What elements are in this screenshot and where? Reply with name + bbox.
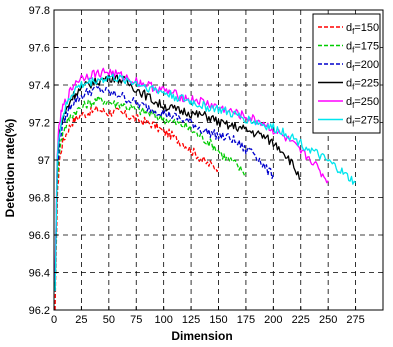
y-tick-label: 96.2 xyxy=(29,305,50,317)
x-tick-label: 125 xyxy=(182,314,200,326)
series-layer xyxy=(54,67,357,311)
x-tick-label: 50 xyxy=(103,314,115,326)
y-axis-label: Detection rate(%) xyxy=(3,119,17,218)
y-axis: 96.2 96.4 96.6 96.8 97 97.2 97.4 97.6 97.8 xyxy=(29,5,58,317)
series-line xyxy=(54,95,247,292)
y-tick-label: 97.2 xyxy=(29,118,50,130)
x-tick-label: 150 xyxy=(209,314,227,326)
x-tick-label: 250 xyxy=(319,314,337,326)
legend-label: df=225 xyxy=(346,78,379,92)
legend-label: df=250 xyxy=(346,96,379,110)
x-tick-label: 100 xyxy=(154,314,172,326)
x-axis-label: Dimension xyxy=(171,329,232,343)
series-line xyxy=(54,72,302,292)
x-tick-label: 200 xyxy=(264,314,282,326)
legend-label: df=275 xyxy=(346,115,379,129)
x-axis: 0 25 50 75 100 125 150 175 200 225 250 275 xyxy=(51,306,365,326)
y-tick-label: 96.8 xyxy=(29,193,50,205)
y-tick-label: 97.6 xyxy=(29,43,50,55)
series-line xyxy=(54,105,220,311)
legend: df=150 df=175 df=200 df=225 df=250 df=275 xyxy=(312,13,381,134)
legend-label: df=150 xyxy=(346,22,379,36)
x-tick-label: 175 xyxy=(237,314,255,326)
y-tick-label: 97.4 xyxy=(29,80,50,92)
y-tick-label: 96.4 xyxy=(29,268,50,280)
x-tick-label: 0 xyxy=(51,314,57,326)
legend-label: df=200 xyxy=(346,59,379,73)
y-tick-label: 97.8 xyxy=(29,5,50,17)
y-tick-label: 96.6 xyxy=(29,230,50,242)
x-tick-label: 275 xyxy=(346,314,364,326)
x-tick-label: 25 xyxy=(75,314,87,326)
legend-label: df=175 xyxy=(346,41,379,55)
x-tick-label: 75 xyxy=(130,314,142,326)
series-line xyxy=(54,73,357,292)
y-tick-label: 97 xyxy=(38,155,50,167)
legend-box xyxy=(312,13,381,134)
series-line xyxy=(54,85,274,292)
x-tick-label: 225 xyxy=(292,314,310,326)
